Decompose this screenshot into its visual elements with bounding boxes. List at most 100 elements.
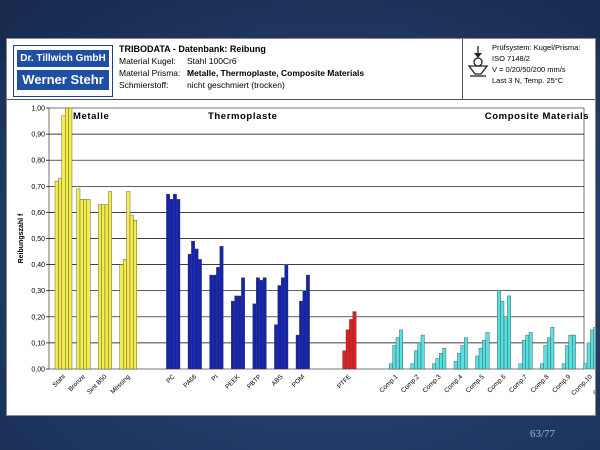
bar	[525, 334, 530, 370]
bar	[97, 204, 102, 370]
x-tick-label: Comp.5	[465, 373, 486, 394]
y-tick-label: 0,30	[31, 288, 45, 295]
bar	[399, 329, 403, 370]
bar	[586, 342, 591, 370]
bar	[460, 345, 465, 370]
bar	[547, 337, 551, 370]
bar	[561, 363, 566, 370]
y-tick-label: 0,10	[31, 340, 45, 347]
x-tick-label: Bronze	[67, 373, 87, 393]
group-label: Metalle	[73, 111, 109, 122]
bar	[241, 277, 245, 370]
chart-panel: Dr. Tillwich GmbH Werner Stehr TRIBODATA…	[6, 38, 596, 416]
bar	[219, 246, 224, 370]
header-row-ball-material: Material Kugel: Stahl 100Cr6	[119, 55, 459, 67]
bar	[442, 347, 447, 370]
y-axis-label: Reibungszahl f	[18, 213, 25, 263]
y-tick-label: 0,00	[31, 367, 45, 374]
bar	[172, 193, 177, 370]
x-tick-label: ABS	[270, 373, 285, 388]
x-tick-label: PTFE	[336, 373, 353, 390]
bar	[306, 274, 310, 370]
x-tick-label: Comp.9	[551, 373, 572, 394]
y-tick-label: 1,00	[31, 106, 45, 113]
bar	[299, 300, 303, 370]
bar	[432, 363, 436, 370]
bar	[133, 220, 138, 370]
bar	[439, 353, 443, 370]
x-tick-label: PC	[165, 373, 177, 385]
bar	[126, 191, 131, 370]
bar	[568, 334, 573, 370]
bar	[497, 290, 501, 370]
group-label: Thermoplaste	[208, 111, 278, 122]
test-line: Prüfsystem: Kugel/Prisma:	[492, 43, 581, 52]
logo-company-name: Dr. Tillwich GmbH	[17, 50, 109, 67]
bar	[277, 285, 282, 370]
test-line: V = 0/20/50/200 mm/s	[492, 65, 566, 74]
bar	[197, 259, 202, 370]
test-system-box: Prüfsystem: Kugel/Prisma: ISO 7148/2 V =…	[462, 39, 596, 99]
bar	[302, 290, 307, 370]
bar	[68, 107, 73, 370]
bar	[86, 199, 91, 370]
bar	[166, 193, 170, 370]
x-tick-label: Comp.4	[443, 373, 464, 394]
bar	[122, 259, 127, 370]
bar	[482, 340, 486, 370]
bar	[104, 204, 109, 370]
row-value: nicht geschmiert (trocken)	[187, 80, 285, 90]
bar	[255, 277, 260, 370]
bar	[295, 334, 300, 370]
bar	[61, 115, 66, 370]
y-tick-label: 0,70	[31, 184, 45, 191]
friction-bar-chart: 0,00 0,10 0,20 0,30 0,40 0,50 0,60 0,70 0,80 0,90…	[18, 106, 595, 397]
bar	[119, 264, 124, 370]
bar	[187, 253, 192, 370]
bar	[435, 358, 440, 370]
bar	[457, 353, 461, 370]
x-tick-label: Comp.10	[570, 373, 594, 397]
x-tick-label: Comp.6	[486, 373, 507, 394]
bar	[475, 355, 480, 370]
bar	[108, 191, 113, 370]
bar	[194, 248, 199, 370]
bar	[414, 350, 418, 370]
x-tick-label: Comp.7	[508, 373, 529, 394]
bar	[543, 345, 548, 370]
bar	[274, 324, 278, 370]
bar	[522, 340, 526, 370]
bar	[176, 199, 181, 370]
bar	[550, 327, 555, 370]
bar	[417, 342, 422, 370]
header-info: TRIBODATA - Datenbank: Reibung Material …	[119, 43, 459, 91]
bar	[395, 337, 400, 370]
bar	[349, 319, 353, 370]
y-tick-label: 0,90	[31, 132, 45, 139]
logo-person-name: Werner Stehr	[17, 70, 109, 90]
x-tick-label: Comp.2	[400, 373, 421, 394]
test-line: Last 3 N, Temp. 25°C	[492, 76, 564, 85]
bar	[76, 188, 81, 370]
bar	[565, 345, 570, 370]
row-value: Metalle, Thermoplaste, Composite Materia…	[187, 68, 365, 78]
test-parameters: Prüfsystem: Kugel/Prisma: ISO 7148/2 V =…	[492, 42, 580, 86]
y-tick-label: 0,80	[31, 158, 45, 165]
bar	[234, 295, 239, 370]
bar	[281, 277, 285, 370]
header-row-lubricant: Schmierstoff: nicht geschmiert (trocken)	[119, 79, 459, 91]
bar	[216, 267, 220, 370]
row-label: Material Prisma:	[119, 68, 181, 78]
bar	[191, 240, 195, 370]
bar	[79, 199, 84, 370]
bar	[478, 347, 483, 370]
x-tick-label: Comp.8	[530, 373, 551, 394]
row-value: Stahl 100Cr6	[187, 56, 237, 66]
bar	[209, 274, 214, 370]
bar	[485, 332, 490, 370]
bar	[503, 316, 508, 370]
chart-header: Dr. Tillwich GmbH Werner Stehr TRIBODATA…	[7, 39, 595, 100]
bar	[583, 363, 588, 370]
x-tick-label: POM	[291, 373, 306, 388]
x-tick-label: PI	[211, 373, 220, 382]
